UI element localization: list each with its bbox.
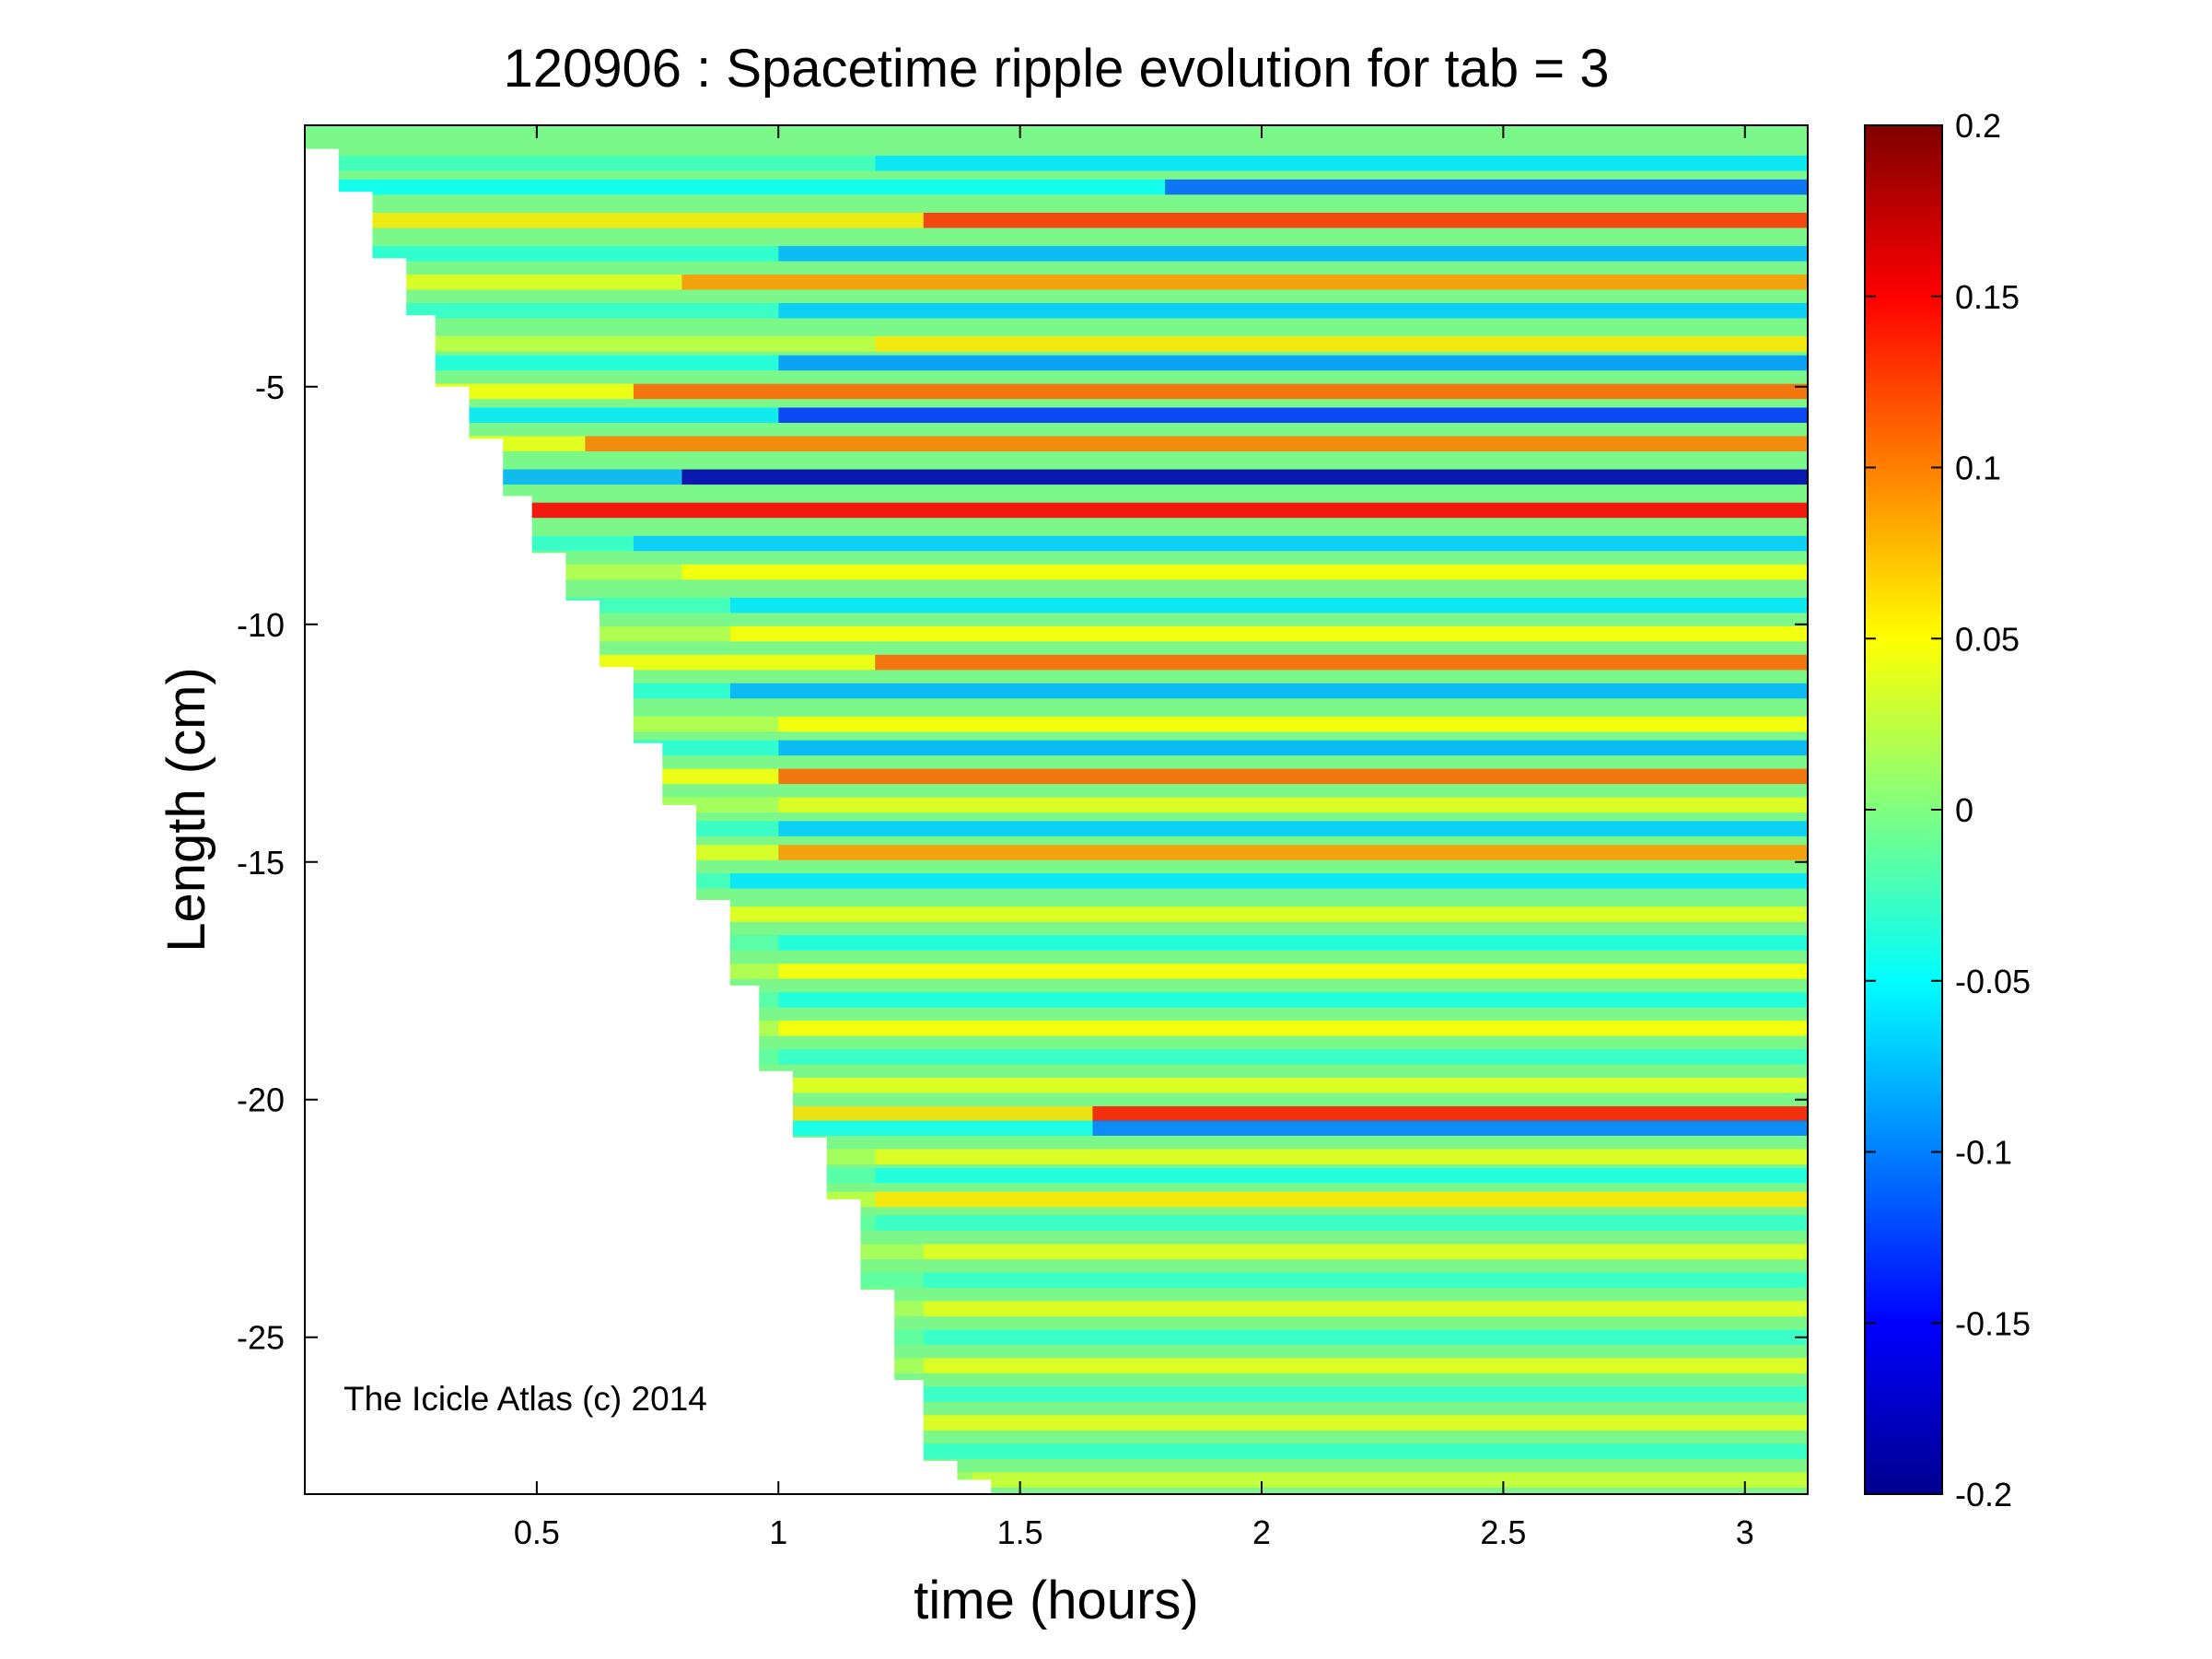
- ripple-band: [585, 436, 1808, 451]
- x-tick-label: 1.5: [997, 1513, 1043, 1551]
- ripple-band: [729, 625, 1808, 642]
- ripple-band: [778, 246, 1808, 262]
- plot-frame: [304, 124, 1809, 1495]
- ripple-band: [1165, 179, 1808, 195]
- ripple-band: [778, 355, 1808, 371]
- colorbar-tick-label: -0.05: [1955, 963, 2031, 1000]
- colorbar-tick-label: -0.15: [1955, 1304, 2031, 1342]
- ripple-band: [778, 845, 1808, 860]
- ripple-band: [778, 768, 1808, 785]
- ripple-band: [778, 797, 1808, 813]
- ripple-band: [875, 1168, 1808, 1184]
- ripple-band: [875, 1191, 1808, 1208]
- ripple-band: [681, 469, 1808, 485]
- ripple-band: [923, 212, 1808, 228]
- ripple-band: [1092, 1120, 1808, 1136]
- ripple-band-precursor: [305, 179, 1166, 195]
- ripple-band: [875, 1215, 1808, 1232]
- chart-title: 120906 : Spacetime ripple evolution for …: [503, 39, 1609, 99]
- ripple-band: [778, 740, 1808, 756]
- ripple-band: [729, 683, 1808, 699]
- y-axis-ticks: -5 -10 -15 -20 -25: [237, 368, 1808, 1357]
- ripple-band: [923, 1358, 1808, 1373]
- ripple-band: [681, 275, 1808, 290]
- ripple-band: [778, 302, 1808, 319]
- colorbar-tick-label: -0.1: [1955, 1134, 2012, 1172]
- x-tick-label: 0.5: [514, 1513, 560, 1551]
- ripple-band: [923, 1244, 1808, 1260]
- ripple-band: [923, 1443, 1808, 1459]
- ripple-band: [778, 407, 1808, 423]
- colorbar-tick-label: 0.1: [1955, 450, 2001, 487]
- ripple-band: [778, 716, 1808, 732]
- y-tick-label: -15: [237, 844, 285, 882]
- ripple-band: [923, 1386, 1808, 1402]
- ripple-band: [778, 992, 1808, 1008]
- ripple-band: [729, 597, 1808, 613]
- colorbar-tick-label: 0: [1955, 791, 1973, 829]
- colorbar-tick-label: 0.2: [1955, 107, 2001, 145]
- ripple-band: [923, 1415, 1808, 1431]
- ripple-band: [875, 156, 1808, 171]
- x-axis-ticks: 0.5 1 1.5 2 2.5 3: [514, 125, 1754, 1551]
- untraced-region-mask: [305, 125, 992, 1494]
- copyright-annotation: The Icicle Atlas (c) 2014: [343, 1380, 707, 1418]
- x-tick-label: 2: [1252, 1513, 1271, 1551]
- ripple-band: [923, 1272, 1808, 1289]
- ripple-band: [972, 1472, 1808, 1488]
- ripple-band: [923, 1301, 1808, 1317]
- ripple-band: [778, 964, 1808, 979]
- ripple-band: [923, 1329, 1808, 1345]
- colorbar-tick-label: 0.15: [1955, 278, 2020, 316]
- ripple-band: [875, 336, 1808, 352]
- ripple-band: [729, 873, 1808, 889]
- y-tick-label: -25: [237, 1319, 285, 1357]
- ripple-band: [778, 935, 1808, 951]
- ripple-band-precursor: [305, 246, 779, 262]
- ripple-band: [488, 502, 1808, 519]
- ripple-band-precursor: [305, 212, 924, 228]
- ripple-band: [778, 821, 1808, 836]
- ripple-band: [778, 1078, 1808, 1093]
- y-axis-label: Length (cm): [157, 667, 216, 952]
- colorbar: [1865, 125, 1942, 1494]
- colorbar-tick-label: 0.05: [1955, 620, 2020, 658]
- x-axis-label: time (hours): [914, 1571, 1198, 1630]
- y-tick-label: -5: [255, 368, 285, 406]
- ripple-band: [633, 535, 1808, 552]
- ripple-band: [778, 1021, 1808, 1036]
- ripple-band-precursor: [305, 156, 876, 171]
- ripple-band: [875, 1149, 1808, 1164]
- y-tick-label: -10: [237, 606, 285, 644]
- ripple-band-precursor: [305, 302, 779, 319]
- x-tick-label: 2.5: [1480, 1513, 1526, 1551]
- x-tick-label: 3: [1736, 1513, 1754, 1551]
- colorbar-ticks: 0.2 0.15 0.1 0.05 0 -0.05 -0.1 -0.15 -0.2: [1865, 107, 2031, 1513]
- ripple-band: [875, 654, 1808, 671]
- ripple-band: [633, 383, 1808, 400]
- y-tick-label: -20: [237, 1081, 285, 1119]
- ripple-band: [1092, 1105, 1808, 1122]
- colorbar-tick-label: -0.2: [1955, 1476, 2012, 1513]
- ripple-band-precursor: [305, 336, 876, 352]
- ripple-band: [681, 564, 1808, 580]
- heatmap-area: [305, 125, 1808, 1494]
- ripple-band: [729, 906, 1808, 922]
- x-tick-label: 1: [769, 1513, 787, 1551]
- ripple-band: [778, 1049, 1808, 1065]
